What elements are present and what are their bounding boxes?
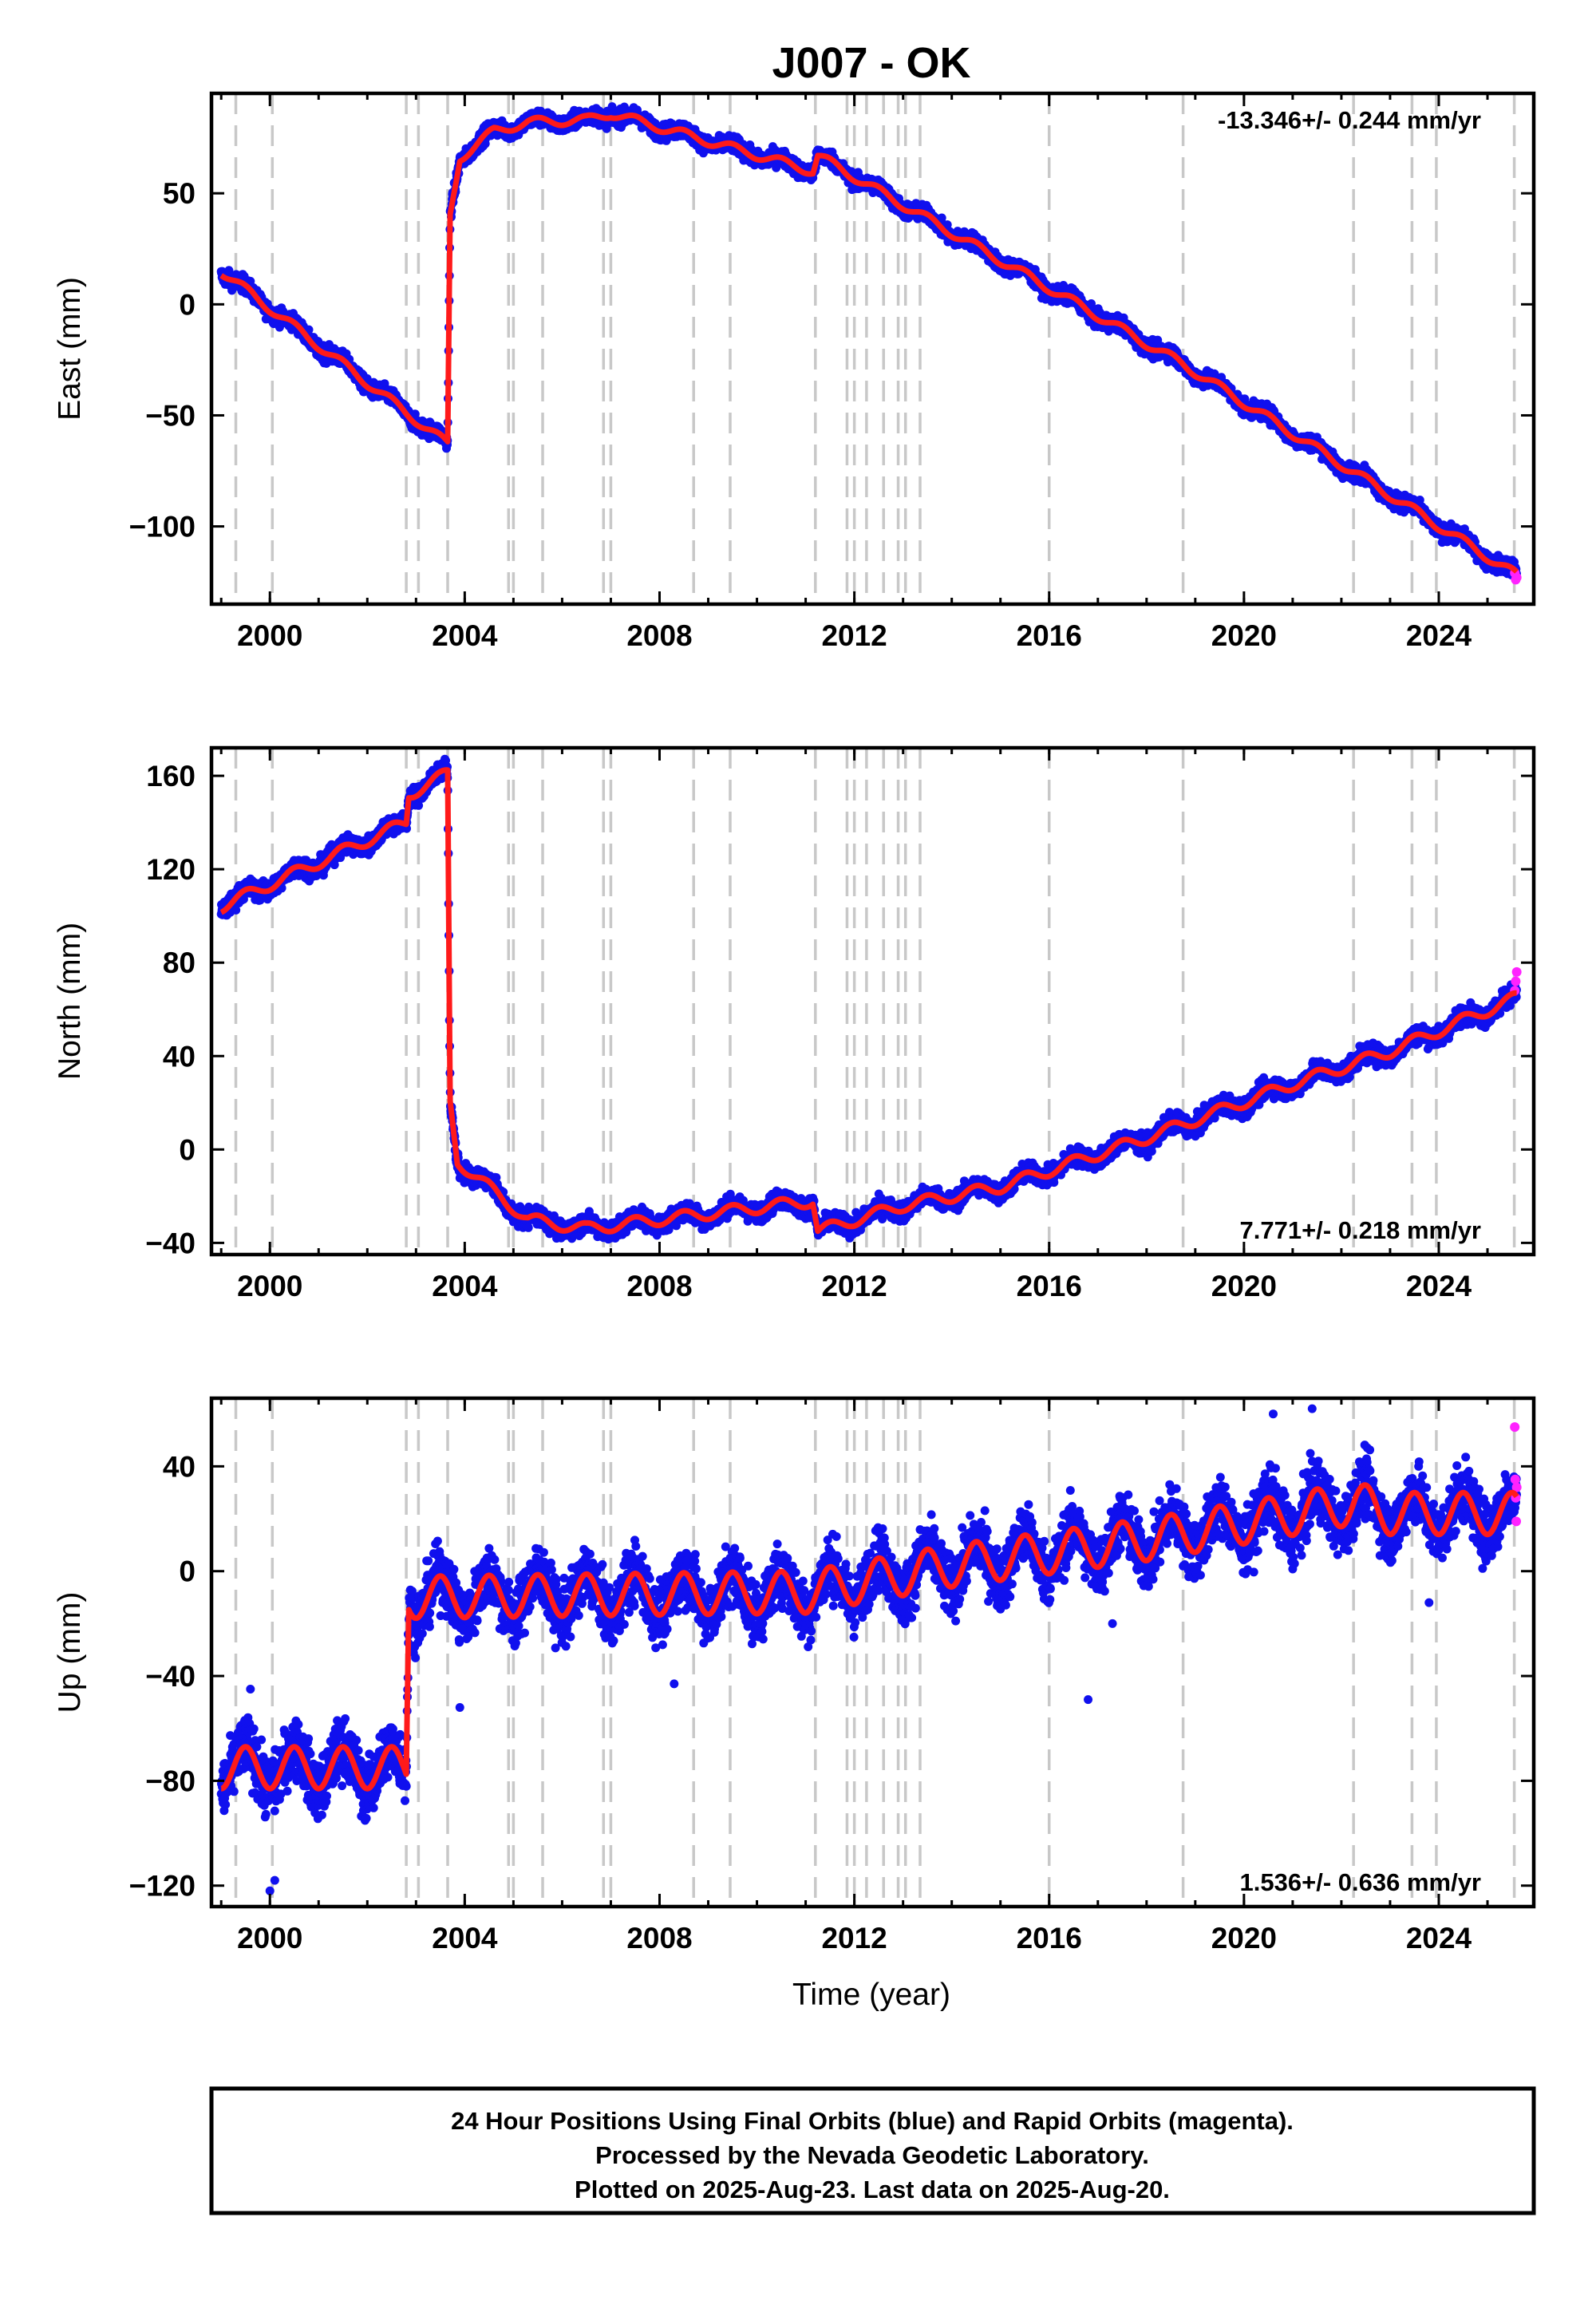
x-tick-label: 2024	[1406, 619, 1472, 652]
y-tick-label: −50	[145, 399, 196, 432]
east-plot-area	[216, 93, 1522, 604]
east-rate-label: -13.346+/- 0.244 mm/yr	[1218, 106, 1481, 134]
east-panel: 2000 2004 2008 2012 2016 2020 2024 −100 −50 0 50 Ea…	[53, 91, 1536, 652]
x-tick-label: 2016	[1017, 619, 1082, 652]
east-y-axis-label: East (mm)	[53, 277, 87, 421]
data-point	[410, 409, 420, 419]
north-plot-area	[216, 748, 1522, 1255]
east-final-orbit-points	[216, 102, 1521, 582]
rapid-point	[1511, 572, 1522, 583]
x-tick-label: 2020	[1211, 619, 1277, 652]
x-tick-label: 2008	[626, 619, 692, 652]
x-tick-label: 2004	[432, 619, 498, 652]
x-tick-label: 2012	[821, 619, 887, 652]
east-model-line	[219, 112, 1519, 575]
x-tick-label: 2000	[237, 619, 302, 652]
east-plot-frame	[209, 91, 1536, 607]
y-tick-label: −100	[129, 511, 196, 543]
north-panel: 2000 2004 2008 2012 2016 2020 2024−40040801201…	[53, 745, 1536, 1302]
y-tick-label: 50	[163, 177, 196, 210]
north-final-orbit-points	[216, 754, 1521, 1244]
y-tick-label: 0	[179, 288, 196, 321]
figure-title: J007 - OK	[772, 39, 970, 87]
